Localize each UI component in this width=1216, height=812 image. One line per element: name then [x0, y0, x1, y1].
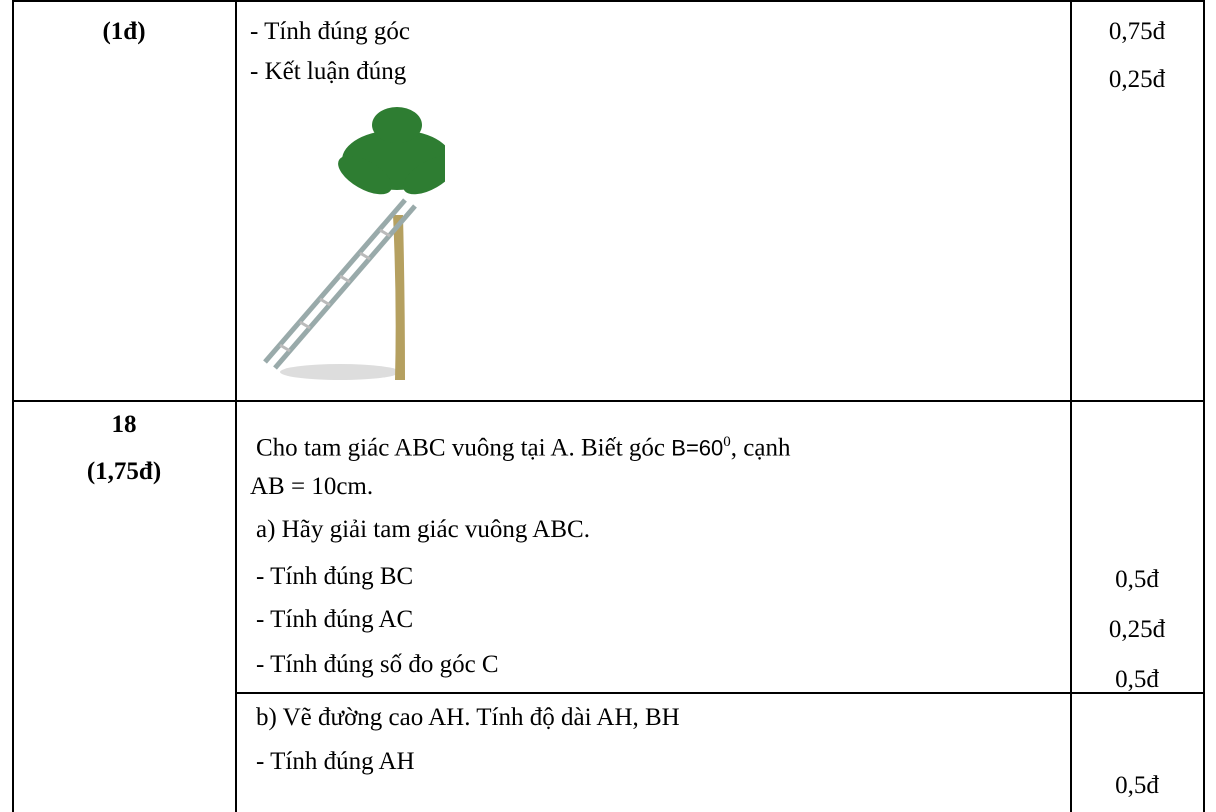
angle-name: B — [671, 435, 686, 461]
question-label: (1đ) — [102, 18, 146, 45]
content-line: - Tính đúng AC — [256, 606, 414, 633]
table-border — [1203, 0, 1205, 812]
score: 0,5đ — [1115, 566, 1159, 593]
score: 0,5đ — [1115, 666, 1159, 693]
palm-ladder-image — [263, 107, 445, 380]
content-line: - Tính đúng số đo góc C — [256, 651, 499, 678]
content-line: - Tính đúng AH — [256, 748, 415, 775]
content-line: - Kết luận đúng — [250, 58, 407, 85]
intro-rest: , cạnh — [730, 434, 791, 462]
table-border — [1070, 0, 1072, 812]
degree: 0 — [723, 434, 731, 450]
content-line: Cho tam giác ABC vuông tại A. Biết góc B… — [256, 427, 790, 463]
content-line: b) Vẽ đường cao AH. Tính độ dài AH, BH — [256, 704, 680, 731]
score: 0,5đ — [1115, 772, 1159, 799]
score: 0,25đ — [1108, 616, 1166, 643]
score: 0,25đ — [1108, 66, 1166, 93]
angle-equals: =60 — [685, 435, 724, 461]
score: 0,75đ — [1108, 18, 1166, 45]
question-label: (1,75đ) — [86, 458, 162, 485]
table-border — [12, 400, 1204, 402]
intro-text: Cho tam giác ABC vuông tại A. Biết góc — [256, 434, 665, 462]
content-line: - Tính đúng góc — [250, 18, 410, 45]
content-line: a) Hãy giải tam giác vuông ABC. — [256, 516, 590, 543]
table-border — [235, 692, 1204, 694]
question-number: 18 — [111, 411, 137, 438]
content-line: - Tính đúng BC — [256, 563, 414, 590]
table-border — [235, 0, 237, 812]
table-border — [12, 0, 1204, 2]
content-line: AB = 10cm. — [250, 473, 374, 500]
table-border — [12, 0, 14, 812]
